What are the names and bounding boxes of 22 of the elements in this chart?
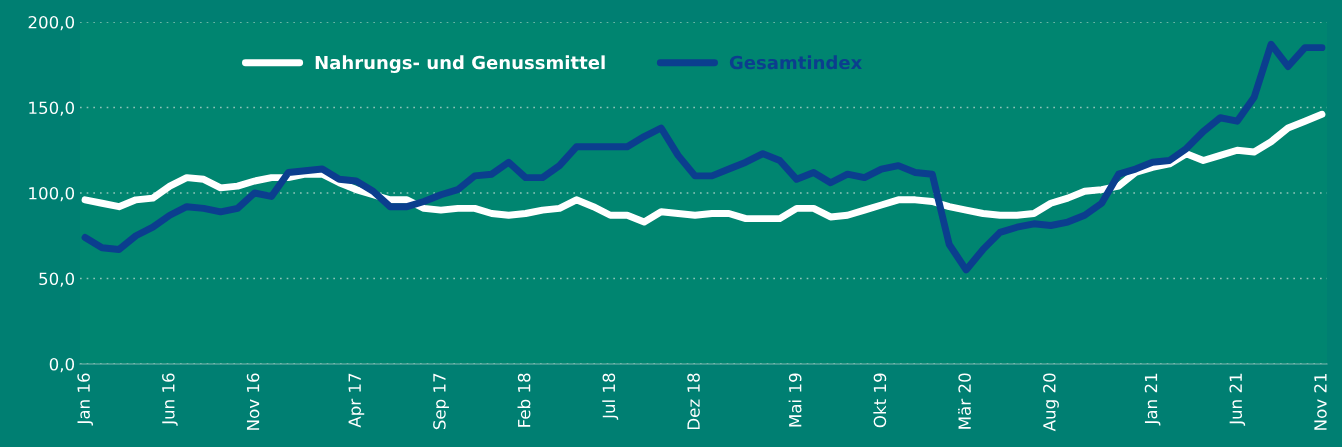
x-tick-label: Okt 19 [873,373,887,428]
legend-label: Gesamtindex [729,55,862,70]
legend-label: Nahrungs- und Genussmittel [315,55,605,73]
y-tick-label: 0,0 [49,357,75,373]
x-tick-label: Nov 21 [1314,373,1327,430]
x-tick-label: Jun 21 [1229,373,1246,426]
x-tick-label: Sep 17 [433,373,449,430]
y-tick-label: 200,0 [28,15,75,31]
x-tick-label: Mai 19 [788,373,802,427]
y-tick-label: 50,0 [39,272,75,287]
x-tick-label: Jul 18 [602,373,619,420]
y-tick-label: 100,0 [29,186,75,202]
y-tick-label: 150,0 [29,101,75,116]
x-tick-label: Dez 18 [687,373,700,430]
x-tick-label: Nov 16 [246,373,260,430]
x-tick-label: Jun 16 [162,373,178,426]
x-tick-label: Jan 16 [77,373,94,426]
x-tick-label: Aug 20 [1043,373,1059,432]
x-tick-label: Feb 18 [517,373,531,427]
x-tick-label: Mär 20 [958,373,971,429]
x-tick-label: Apr 17 [348,373,365,428]
x-tick-label: Jan 21 [1144,373,1161,426]
